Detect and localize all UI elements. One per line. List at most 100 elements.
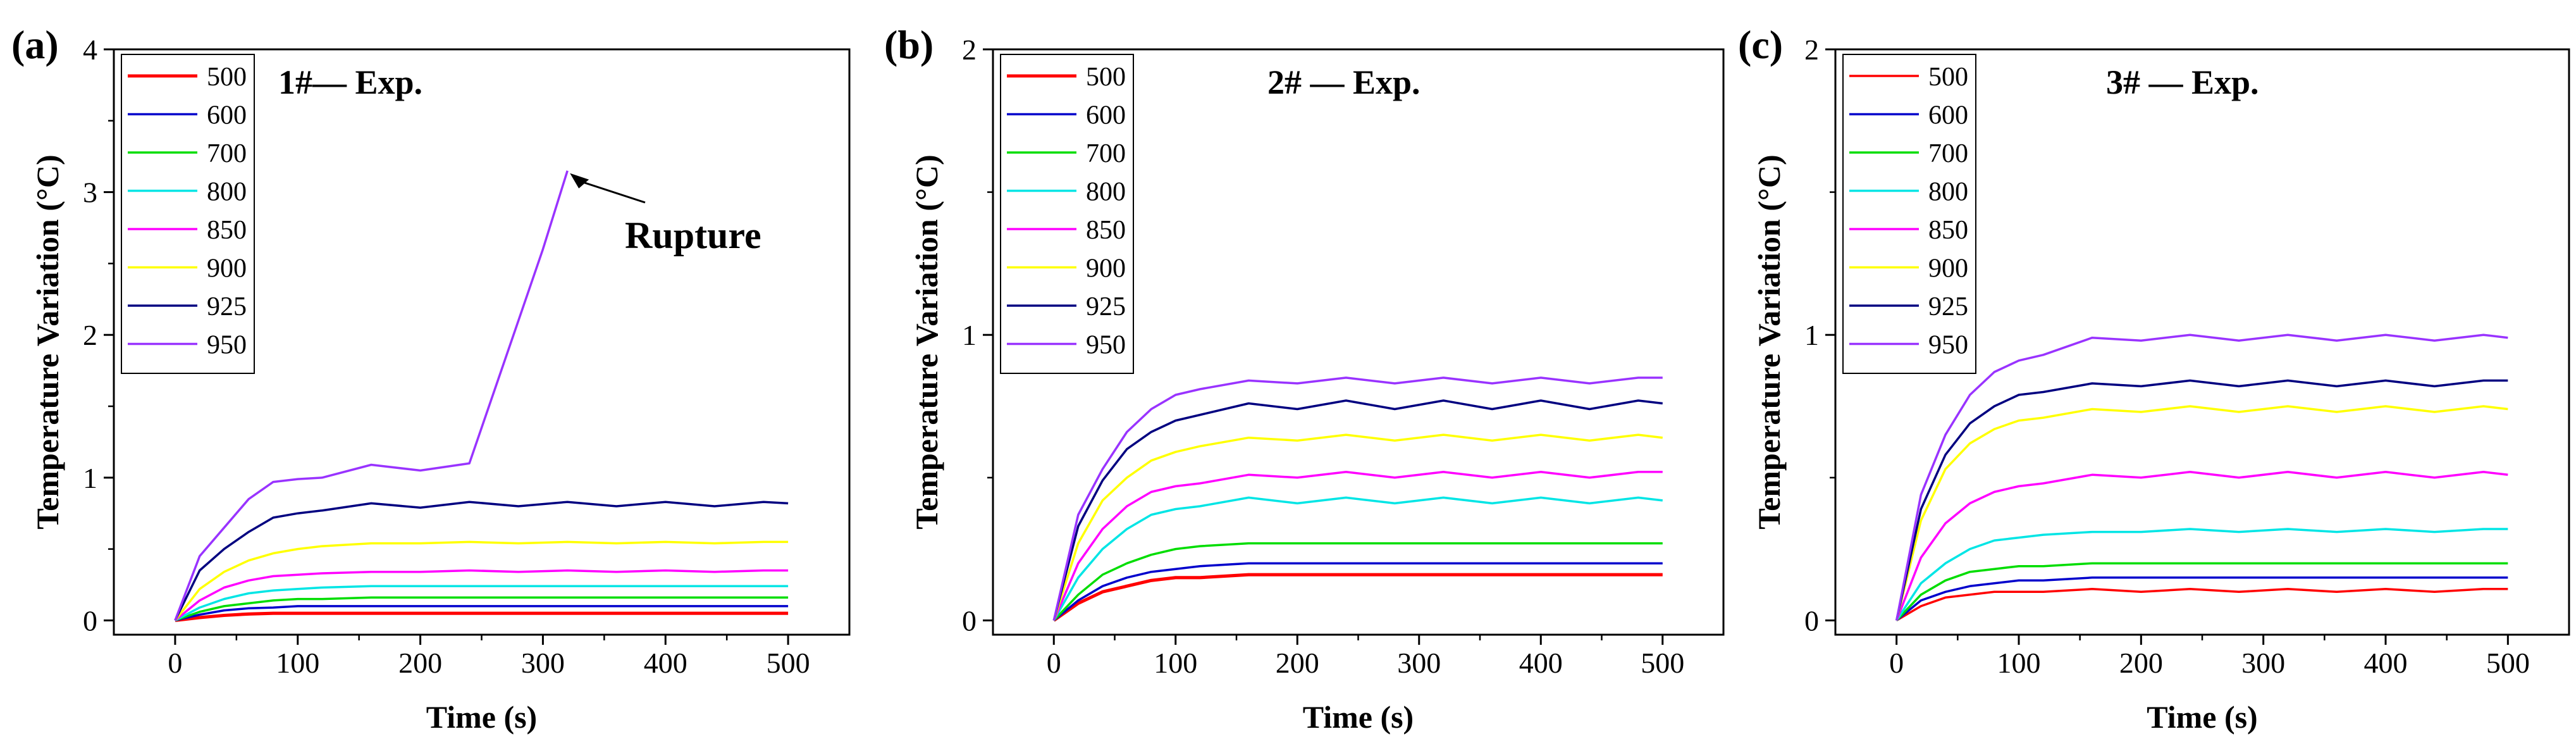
x-tick-label: 0 [1047, 647, 1061, 679]
series-group [174, 170, 789, 622]
y-tick-label: 1 [83, 462, 97, 494]
legend-label-925: 925 [1928, 292, 1968, 321]
x-tick-label: 100 [1154, 647, 1197, 679]
x-axis-title: Time (s) [1303, 699, 1414, 735]
y-tick-label: 1 [962, 319, 977, 351]
panel-1: 0 100 200 300 400 500 0 1 2 3 4 Time (s) Temperature… [11, 22, 851, 735]
panel-title: 2# — Exp. [1267, 63, 1420, 101]
x-tick-label: 500 [1641, 647, 1684, 679]
series-line-800 [1895, 528, 2508, 621]
series-group [1895, 333, 2508, 621]
legend-label-700: 700 [207, 139, 247, 168]
x-tick-label: 200 [398, 647, 442, 679]
y-tick-label: 2 [83, 319, 97, 351]
legend-label-950: 950 [207, 331, 247, 360]
panel-title: 1#— Exp. [278, 63, 422, 101]
series-line-925 [1052, 399, 1663, 621]
series-line-850 [174, 569, 789, 621]
series-line-950 [1895, 333, 2508, 621]
series-line-700 [1895, 562, 2508, 621]
legend-label-700: 700 [1086, 139, 1126, 168]
legend-label-500: 500 [1928, 63, 1968, 92]
series-line-950 [1052, 377, 1663, 621]
x-tick-label: 400 [644, 647, 687, 679]
series-line-500 [175, 611, 789, 622]
panel-label: (a) [11, 22, 59, 67]
x-tick-label: 400 [2364, 647, 2408, 679]
series-line-950 [174, 170, 569, 621]
y-tick-label: 2 [1804, 34, 1819, 66]
legend-label-600: 600 [1086, 101, 1126, 130]
legend-label-950: 950 [1928, 331, 1968, 360]
rupture-arrow-head [570, 173, 589, 189]
x-tick-label: 0 [168, 647, 182, 679]
series-line-700 [1053, 542, 1663, 621]
legend-label-950: 950 [1086, 331, 1126, 360]
y-axis-title: Temperature Variation (°C) [30, 154, 65, 529]
legend-label-800: 800 [1086, 178, 1126, 207]
series-line-900 [1895, 405, 2508, 621]
series-line-500 [1895, 588, 2508, 621]
y-tick-label: 0 [962, 604, 977, 637]
panel-3: 0 100 200 300 400 500 0 1 2 Time (s) Temperature V… [1738, 22, 2570, 735]
legend-box [121, 54, 255, 374]
series-line-900 [174, 540, 789, 621]
y-tick-label: 1 [1804, 319, 1819, 351]
x-tick-label: 100 [1997, 647, 2041, 679]
x-axis-title: Time (s) [426, 699, 537, 735]
x-tick-label: 100 [276, 647, 319, 679]
legend-label-925: 925 [1086, 292, 1126, 321]
x-axis-title: Time (s) [2147, 699, 2257, 735]
x-tick-label: 200 [1276, 647, 1319, 679]
x-tick-label: 500 [767, 647, 810, 679]
y-axis-title: Temperature Variation (°C) [1751, 154, 1787, 529]
x-tick-label: 0 [1889, 647, 1904, 679]
legend-label-700: 700 [1928, 139, 1968, 168]
x-tick-label: 500 [2486, 647, 2530, 679]
series-line-600 [1053, 562, 1663, 621]
x-tick-label: 400 [1519, 647, 1563, 679]
series-line-700 [175, 596, 789, 622]
legend-box [1842, 54, 1976, 374]
legend-label-900: 900 [1928, 254, 1968, 283]
y-tick-label: 0 [1804, 604, 1819, 637]
rupture-arrow-line [578, 180, 646, 204]
y-tick-label: 2 [962, 34, 977, 66]
legend-label-850: 850 [1086, 216, 1126, 245]
legend-box [1000, 54, 1134, 374]
series-line-900 [1052, 433, 1663, 621]
series-line-925 [174, 501, 789, 621]
rupture-label: Rupture [625, 215, 761, 256]
series-line-600 [175, 605, 789, 622]
series-line-600 [1895, 576, 2508, 621]
legend-label-600: 600 [1928, 101, 1968, 130]
y-tick-label: 4 [83, 34, 97, 66]
y-axis-title: Temperature Variation (°C) [909, 154, 944, 529]
series-line-850 [1895, 471, 2508, 621]
x-tick-label: 300 [2241, 647, 2285, 679]
series-line-800 [175, 585, 789, 621]
legend-label-800: 800 [1928, 178, 1968, 207]
panel-title: 3# — Exp. [2106, 63, 2259, 101]
x-tick-label: 300 [1397, 647, 1441, 679]
series-group [1052, 377, 1663, 622]
series-line-500 [1052, 573, 1663, 622]
series-line-925 [1895, 379, 2508, 621]
panel-label: (c) [1738, 22, 1783, 67]
legend-label-600: 600 [207, 101, 247, 130]
y-tick-label: 0 [83, 604, 97, 637]
legend-label-850: 850 [1928, 216, 1968, 245]
y-tick-label: 3 [83, 177, 97, 209]
panel-2: 0 100 200 300 400 500 0 1 2 Time (s) Temperature V… [884, 22, 1725, 735]
legend-label-500: 500 [207, 63, 247, 92]
series-line-800 [1052, 496, 1663, 621]
legend-label-925: 925 [207, 292, 247, 321]
legend-label-500: 500 [1086, 63, 1126, 92]
legend-label-800: 800 [207, 178, 247, 207]
x-tick-label: 300 [521, 647, 565, 679]
legend-label-850: 850 [207, 216, 247, 245]
x-tick-label: 200 [2119, 647, 2163, 679]
series-line-850 [1052, 471, 1663, 621]
panel-label: (b) [884, 22, 934, 67]
